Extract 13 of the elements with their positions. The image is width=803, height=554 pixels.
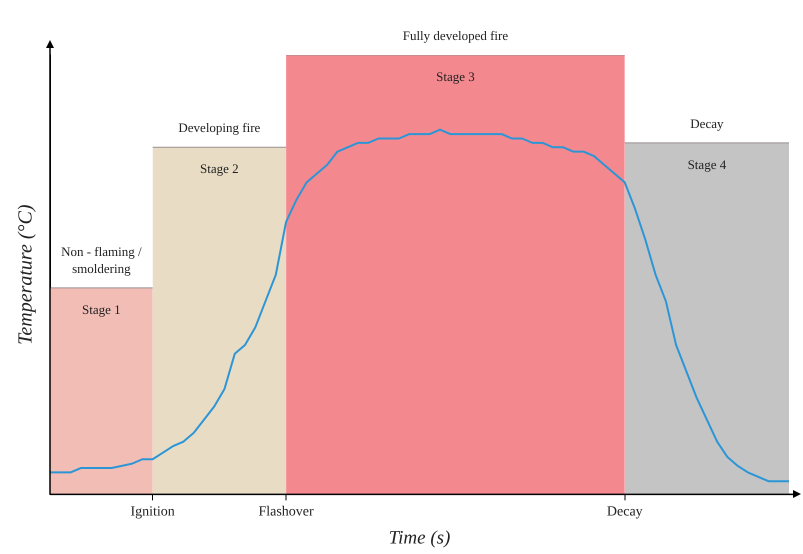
series-label: Stage 1 xyxy=(82,302,121,317)
series-label: Stage 4 xyxy=(688,156,727,172)
annotation: Non - flaming / smoldering xyxy=(61,244,142,276)
y-axis-title: Temperature (°C) xyxy=(14,204,36,345)
x-tick-label: Decay xyxy=(606,504,643,520)
x-tick-label: Ignition xyxy=(130,504,175,520)
x-tick-label: Flashover xyxy=(258,504,314,520)
annotation: Decay xyxy=(690,116,724,131)
x-axis-title: Time (s) xyxy=(388,528,450,549)
series-label: Stage 3 xyxy=(436,68,475,84)
annotation: Developing fire xyxy=(178,120,261,136)
annotation: Fully developed fire xyxy=(402,28,508,43)
series-label: Stage 2 xyxy=(200,161,239,176)
